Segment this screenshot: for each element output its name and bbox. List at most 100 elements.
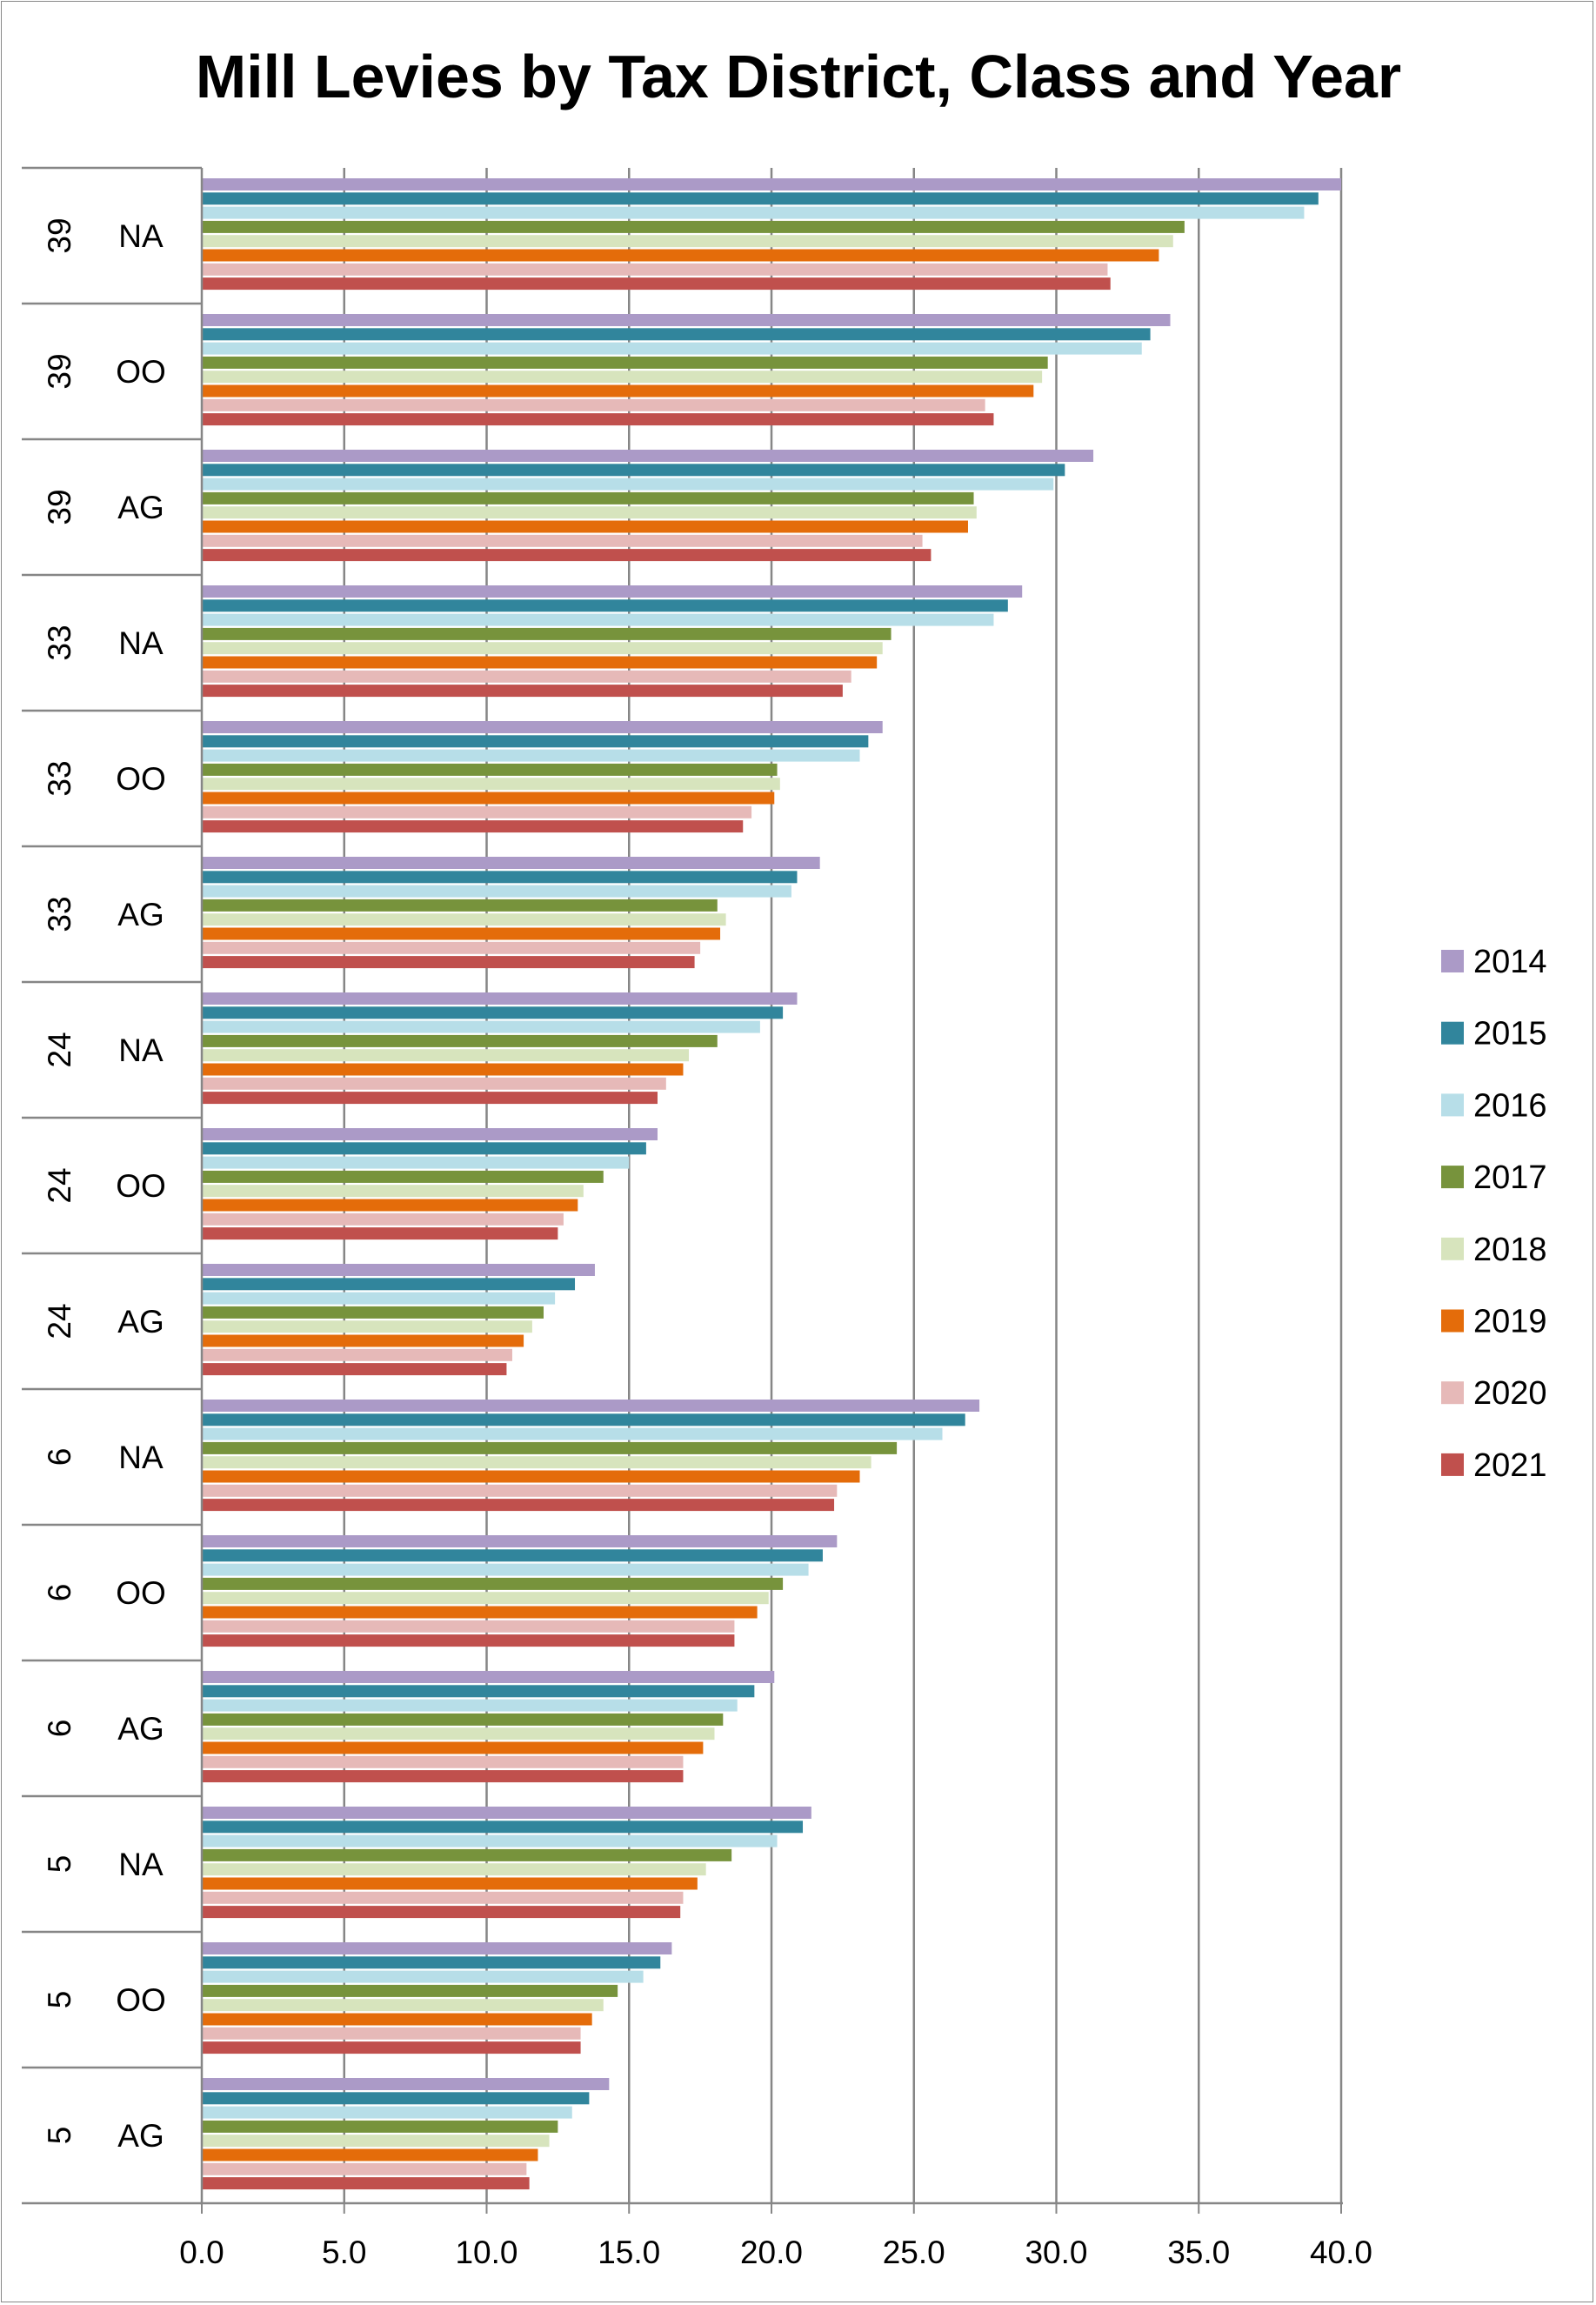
bar bbox=[202, 277, 1111, 291]
bar bbox=[202, 2013, 592, 2026]
bar bbox=[202, 1413, 965, 1426]
bar bbox=[202, 585, 1023, 598]
bar bbox=[202, 1848, 732, 1861]
bar bbox=[202, 992, 798, 1005]
bar bbox=[202, 721, 883, 733]
axes bbox=[22, 166, 1343, 2214]
district-label: 39 bbox=[42, 353, 77, 389]
bar bbox=[202, 1956, 661, 1969]
legend-label: 2018 bbox=[1473, 1232, 1547, 1268]
bar bbox=[202, 1592, 769, 1605]
bar bbox=[202, 1484, 838, 1497]
district-label: 39 bbox=[42, 217, 77, 253]
bar bbox=[202, 413, 994, 426]
bar bbox=[202, 1499, 835, 1512]
bar bbox=[202, 1906, 681, 1919]
legend-label: 2017 bbox=[1473, 1159, 1547, 1196]
bar bbox=[202, 913, 726, 926]
bar bbox=[202, 1634, 735, 1647]
bar bbox=[202, 249, 1159, 262]
bar bbox=[202, 1006, 784, 1019]
bar bbox=[202, 478, 1054, 491]
legend: 2014 2015 2016 2017 2018 2019 2020 2021 bbox=[1441, 944, 1547, 1484]
class-label: NA bbox=[118, 1440, 164, 1475]
class-label: OO bbox=[116, 1982, 166, 2018]
bar bbox=[202, 1092, 658, 1105]
legend-item: 2016 bbox=[1441, 1087, 1547, 1124]
bar bbox=[202, 820, 744, 833]
bar bbox=[202, 1942, 672, 1954]
bar bbox=[202, 1770, 684, 1783]
class-label: NA bbox=[118, 218, 164, 254]
legend-item: 2020 bbox=[1441, 1375, 1547, 1412]
bar bbox=[202, 1713, 724, 1726]
x-tick-label: 0.0 bbox=[179, 2235, 224, 2270]
legend-label: 2019 bbox=[1473, 1304, 1547, 1340]
district-label: 5 bbox=[42, 2127, 77, 2145]
bar bbox=[202, 1741, 704, 1754]
bar bbox=[202, 1049, 690, 1062]
bar bbox=[202, 1891, 684, 1904]
bar bbox=[202, 2162, 527, 2175]
district-label: 24 bbox=[42, 1167, 77, 1203]
bar bbox=[202, 1170, 604, 1183]
bar bbox=[202, 1348, 512, 1361]
bar bbox=[202, 1755, 684, 1768]
bar bbox=[202, 763, 778, 776]
bar bbox=[202, 235, 1173, 248]
bar bbox=[202, 464, 1065, 477]
bar bbox=[202, 857, 820, 869]
bar bbox=[202, 2120, 558, 2133]
bar bbox=[202, 1306, 544, 1319]
x-tick-label: 30.0 bbox=[1025, 2235, 1087, 2270]
bar bbox=[202, 491, 974, 504]
bar bbox=[202, 627, 891, 640]
x-tick-label: 40.0 bbox=[1310, 2235, 1372, 2270]
bar bbox=[202, 1227, 558, 1240]
bar bbox=[202, 749, 860, 762]
bar bbox=[202, 735, 869, 748]
district-label: 39 bbox=[42, 489, 77, 524]
legend-label: 2014 bbox=[1473, 944, 1547, 980]
legend-swatch bbox=[1441, 1166, 1464, 1189]
x-tick-label: 35.0 bbox=[1167, 2235, 1230, 2270]
district-label: 33 bbox=[42, 760, 77, 796]
bar bbox=[202, 1077, 666, 1090]
bar bbox=[202, 1549, 823, 1562]
bar bbox=[202, 1821, 804, 1834]
bar bbox=[202, 941, 701, 954]
bar bbox=[202, 1400, 980, 1412]
bar bbox=[202, 1834, 778, 1847]
bar bbox=[202, 371, 1043, 384]
bar bbox=[202, 1128, 658, 1140]
bar bbox=[202, 885, 791, 898]
bar bbox=[202, 1320, 532, 1333]
bar bbox=[202, 1363, 507, 1376]
bar bbox=[202, 2092, 590, 2105]
class-label: AG bbox=[117, 1711, 164, 1747]
bar bbox=[202, 670, 851, 683]
x-tick-label: 20.0 bbox=[740, 2235, 803, 2270]
bar bbox=[202, 1577, 784, 1590]
bar bbox=[202, 1470, 860, 1483]
legend-swatch bbox=[1441, 1381, 1464, 1405]
legend-item: 2021 bbox=[1441, 1447, 1547, 1484]
bar bbox=[202, 2106, 572, 2119]
x-tick-label: 5.0 bbox=[322, 2235, 366, 2270]
bar bbox=[202, 263, 1108, 276]
x-axis-tick-labels: 0.0 5.0 10.0 15.0 20.0 25.0 30.0 35.0 40.0 bbox=[179, 2235, 1372, 2270]
bar bbox=[202, 342, 1142, 355]
legend-swatch bbox=[1441, 1093, 1464, 1117]
bar bbox=[202, 1999, 604, 2012]
legend-label: 2015 bbox=[1473, 1016, 1547, 1052]
legend-swatch bbox=[1441, 1453, 1464, 1476]
x-tick-label: 10.0 bbox=[455, 2235, 518, 2270]
bar bbox=[202, 2041, 581, 2054]
class-label: AG bbox=[117, 1304, 164, 1340]
class-label: OO bbox=[116, 761, 166, 797]
bar bbox=[202, 1034, 718, 1047]
bar bbox=[202, 506, 977, 519]
bars bbox=[202, 178, 1341, 2190]
class-label: AG bbox=[117, 2118, 164, 2154]
chart-title: Mill Levies by Tax District, Class and Y… bbox=[196, 43, 1401, 110]
